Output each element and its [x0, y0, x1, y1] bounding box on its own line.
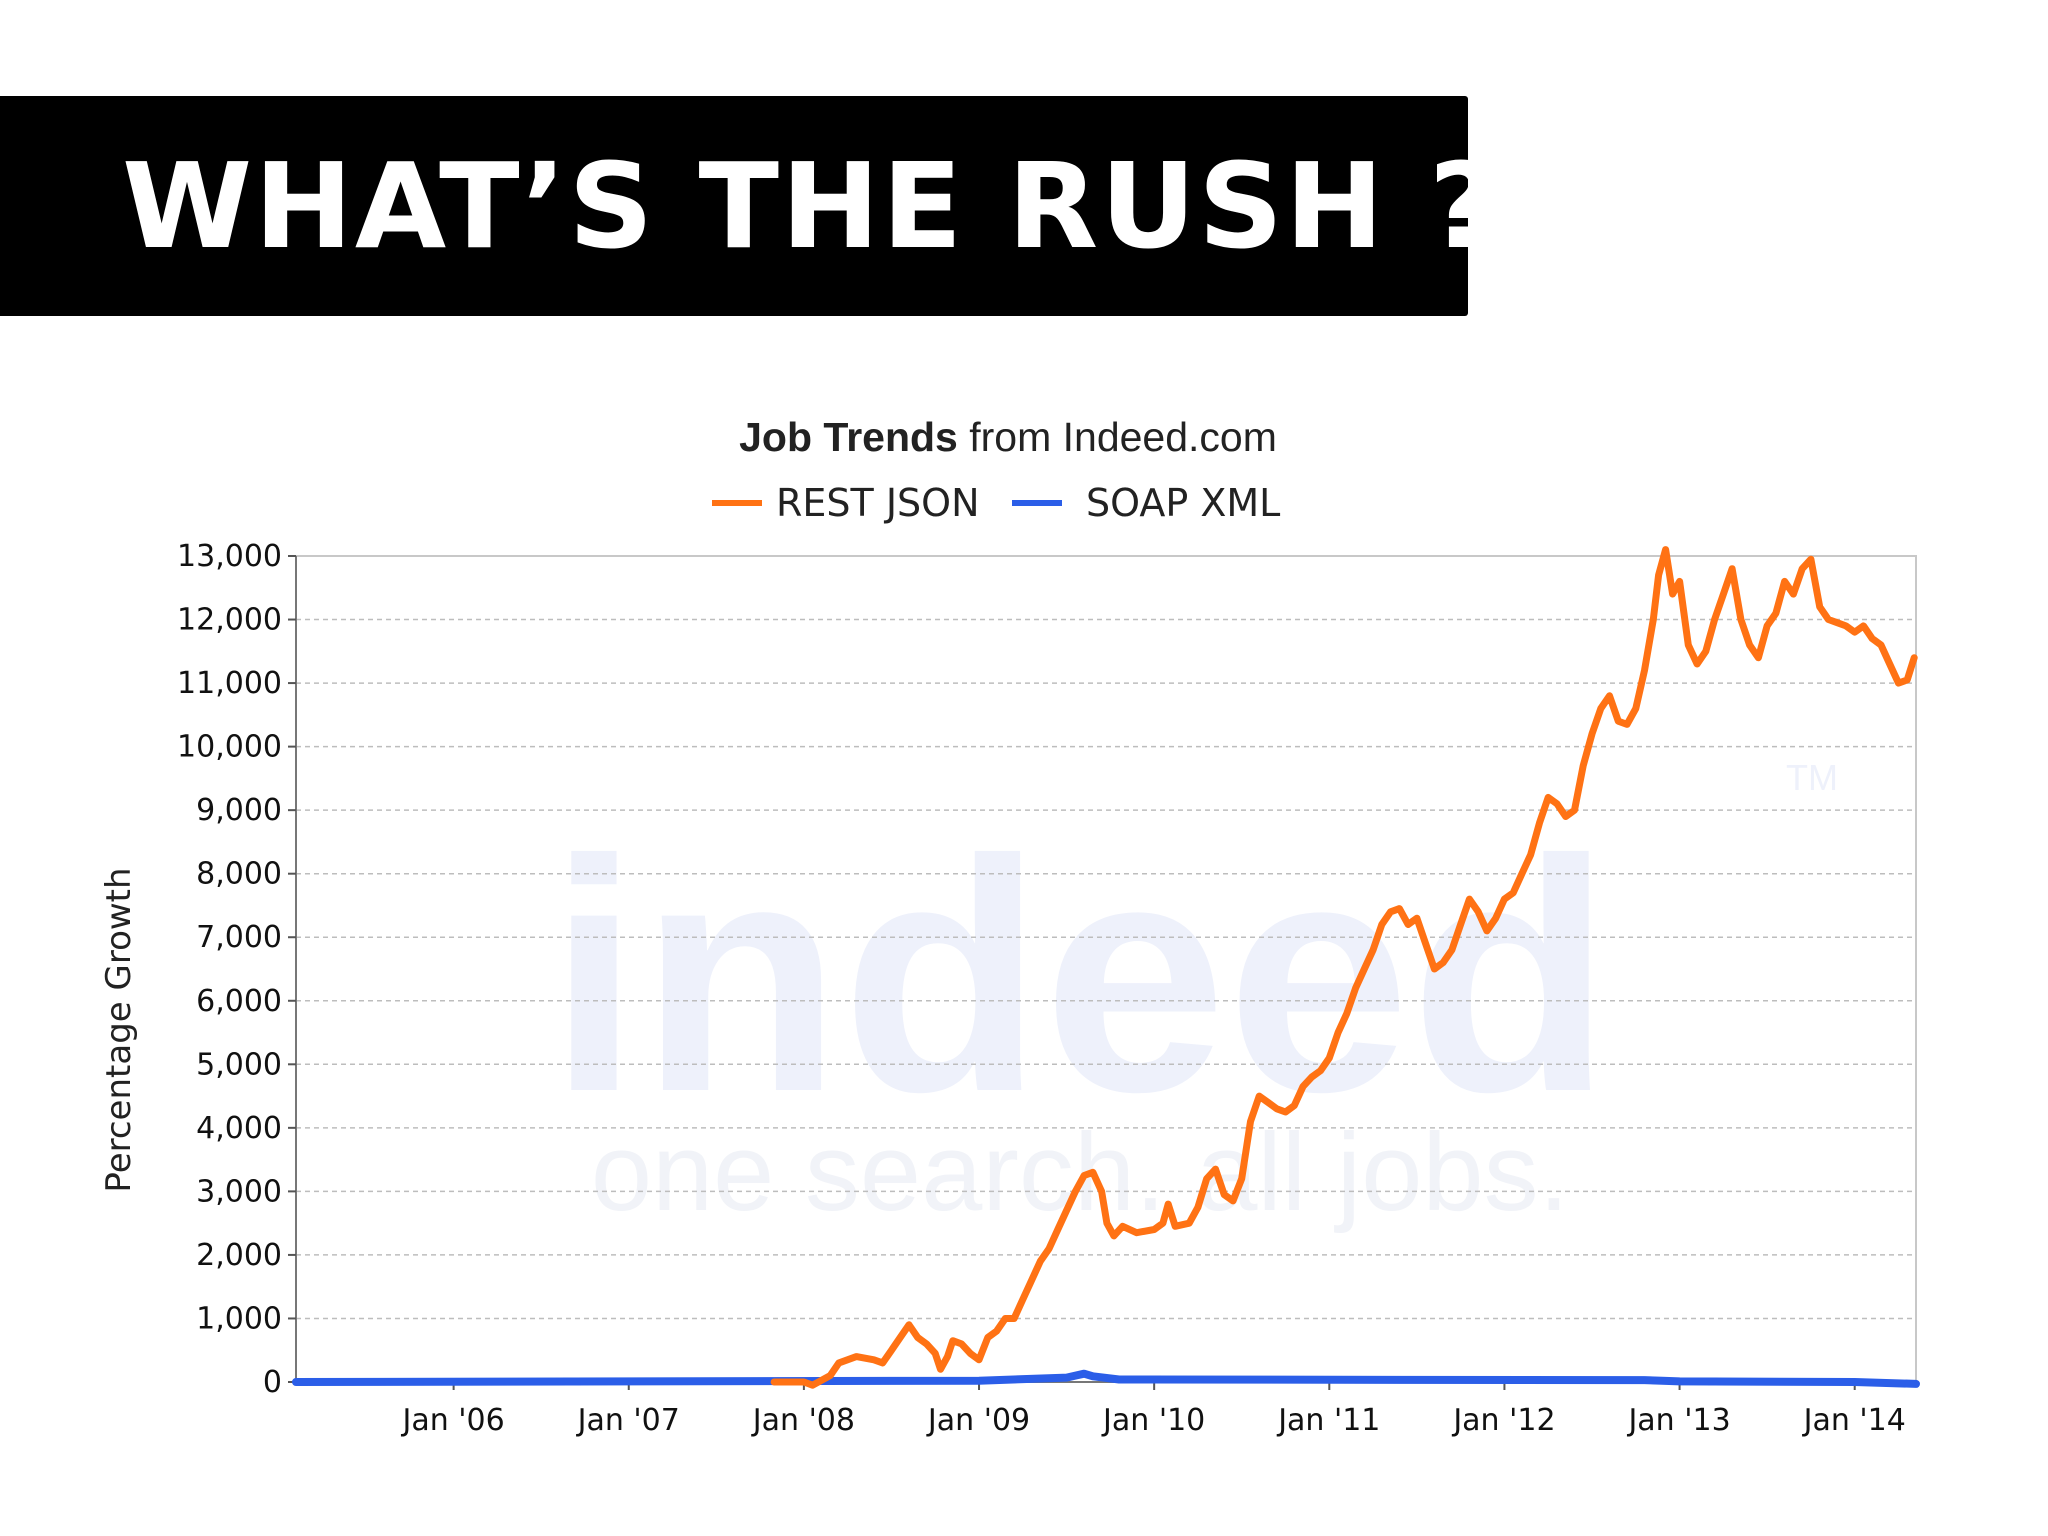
chart-legend: REST JSON SOAP XML: [712, 481, 1280, 525]
chart-title-bold: Job Trends: [739, 414, 958, 460]
indeed-watermark: indeed one search. all jobs. TM: [548, 757, 1838, 1234]
title-banner: WHAT’S THE RUSH ?: [0, 96, 1497, 316]
y-tick-label: 7,000: [196, 920, 282, 955]
x-tick-label: Jan '13: [1626, 1403, 1730, 1438]
y-tick-label: 12,000: [177, 603, 282, 638]
series-line-soap-xml: [292, 1369, 1920, 1388]
watermark-tagline: one search. all jobs.: [591, 1111, 1569, 1234]
x-tick-label: Jan '12: [1451, 1403, 1555, 1438]
chart-title-rest: from Indeed.com: [958, 414, 1277, 460]
watermark-word: indeed: [548, 791, 1611, 1160]
legend-label-rest-json: REST JSON: [776, 481, 980, 525]
x-tick-label: Jan '07: [576, 1403, 680, 1438]
y-tick-label: 3,000: [196, 1174, 282, 1209]
y-tick-label: 0: [263, 1365, 282, 1400]
slide-title: WHAT’S THE RUSH ?: [122, 137, 1500, 275]
chart-grid: [296, 555, 1916, 1320]
x-tick-label: Jan '10: [1101, 1403, 1205, 1438]
x-tick-label: Jan '08: [751, 1403, 855, 1438]
y-tick-label: 2,000: [196, 1238, 282, 1273]
watermark-tm: TM: [1786, 757, 1838, 798]
chart-title: Job Trends from Indeed.com: [739, 414, 1277, 460]
y-tick-label: 4,000: [196, 1111, 282, 1146]
chart-ticks: 0 1,000 2,000 3,000 4,000 5,000 6,000 7,000 8,00…: [177, 539, 1906, 1438]
y-tick-label: 11,000: [177, 666, 282, 701]
x-tick-label: Jan '09: [926, 1403, 1030, 1438]
y-tick-label: 6,000: [196, 984, 282, 1019]
y-tick-label: 8,000: [196, 857, 282, 892]
legend-label-soap-xml: SOAP XML: [1086, 481, 1280, 525]
x-tick-label: Jan '06: [401, 1403, 505, 1438]
y-tick-label: 1,000: [196, 1301, 282, 1336]
chart-series: [292, 546, 1920, 1389]
y-tick-label: 9,000: [196, 793, 282, 828]
y-tick-label: 10,000: [177, 730, 282, 765]
series-line-rest-json: [770, 546, 1918, 1389]
x-tick-label: Jan '14: [1802, 1403, 1906, 1438]
y-tick-label: 13,000: [177, 539, 282, 574]
y-tick-label: 5,000: [196, 1047, 282, 1082]
x-tick-label: Jan '11: [1276, 1403, 1380, 1438]
y-axis-title: Percentage Growth: [99, 867, 139, 1192]
